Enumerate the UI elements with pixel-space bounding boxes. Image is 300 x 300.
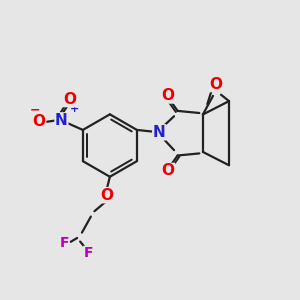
Text: F: F [59, 236, 69, 250]
Text: O: O [63, 92, 76, 106]
Text: N: N [153, 125, 166, 140]
Text: O: O [100, 188, 113, 203]
Text: F: F [84, 246, 93, 260]
Text: O: O [162, 88, 175, 103]
Text: O: O [209, 76, 222, 92]
Text: O: O [162, 164, 175, 178]
Text: N: N [55, 113, 68, 128]
Text: −: − [30, 103, 40, 117]
Text: +: + [70, 104, 79, 114]
Text: O: O [33, 114, 46, 129]
